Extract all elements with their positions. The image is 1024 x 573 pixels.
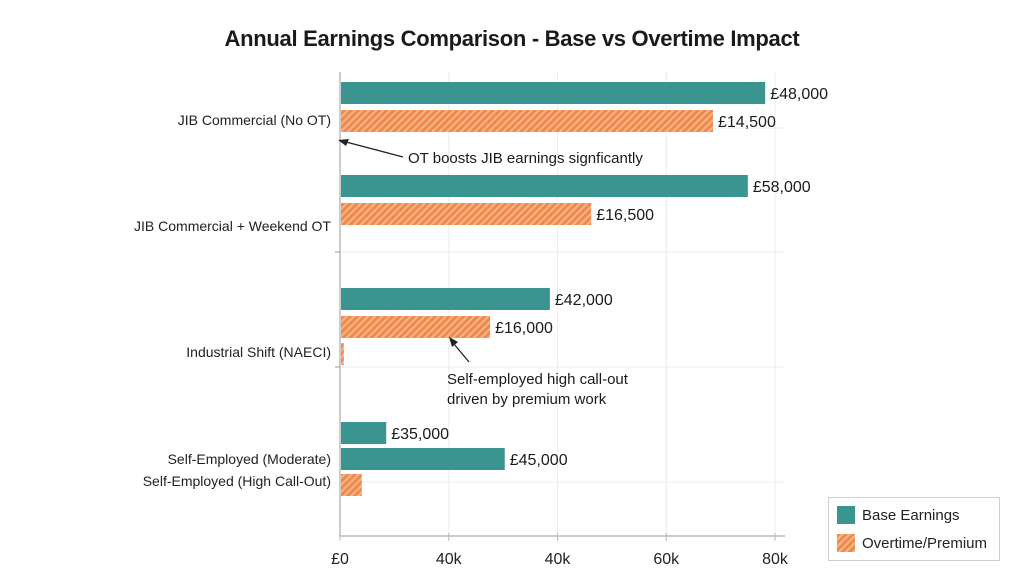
annotation-line: Self-employed high call-out: [447, 371, 629, 388]
data-label: £35,000: [391, 426, 449, 443]
data-label: £42,000: [555, 292, 613, 309]
legend-label: Base Earnings: [862, 506, 960, 524]
annotation-text: OT boosts JIB earnings signficantly: [408, 150, 643, 167]
data-label: £45,000: [510, 452, 568, 469]
annotation-text: Self-employed high call-out driven by pre…: [447, 371, 629, 408]
bar-base-earnings: [341, 175, 748, 197]
arrowhead-icon: [338, 139, 349, 146]
data-label: £58,000: [753, 179, 811, 196]
bar-overtime-premium: [341, 110, 714, 132]
data-label: £14,500: [718, 114, 776, 131]
x-tick-label: 40k: [545, 551, 572, 568]
annotation-arrow: [345, 141, 404, 158]
x-tick-label: 40k: [436, 551, 463, 568]
bar-overtime-premium: [341, 474, 362, 496]
bar-overtime-premium: [341, 203, 592, 225]
bar-base-earnings: [341, 82, 766, 104]
legend-swatch-base: [837, 506, 855, 524]
category-label: Self-Employed (Moderate): [168, 451, 331, 467]
data-label: £16,000: [495, 320, 553, 337]
annotation-line: driven by premium work: [447, 391, 607, 408]
bar-base-earnings: [341, 448, 505, 470]
bar-overtime-premium: [341, 343, 344, 365]
category-label: Self-Employed (High Call-Out): [143, 473, 331, 489]
data-label: £48,000: [770, 86, 828, 103]
category-label: Industrial Shift (NAECI): [186, 344, 331, 360]
x-tick-label: £0: [331, 551, 349, 568]
arrowhead-icon: [449, 337, 458, 347]
data-label: £16,500: [596, 207, 654, 224]
legend-item-overtime: Overtime/Premium: [837, 534, 987, 552]
legend-item-base: Base Earnings: [837, 506, 960, 524]
annotation-arrow: [453, 343, 470, 363]
legend-label: Overtime/Premium: [862, 534, 988, 552]
category-label: JIB Commercial (No OT): [178, 112, 331, 128]
x-tick-label: 80k: [762, 551, 789, 568]
chart-title: Annual Earnings Comparison - Base vs Ove…: [224, 26, 800, 51]
bar-overtime-premium: [341, 316, 491, 338]
bar-base-earnings: [341, 288, 550, 310]
bar-base-earnings: [341, 422, 387, 444]
legend-swatch-overtime: [837, 534, 855, 552]
x-tick-label: 60k: [653, 551, 680, 568]
legend: Base Earnings Overtime/Premium: [828, 497, 1000, 561]
category-label: JIB Commercial + Weekend OT: [134, 218, 331, 234]
